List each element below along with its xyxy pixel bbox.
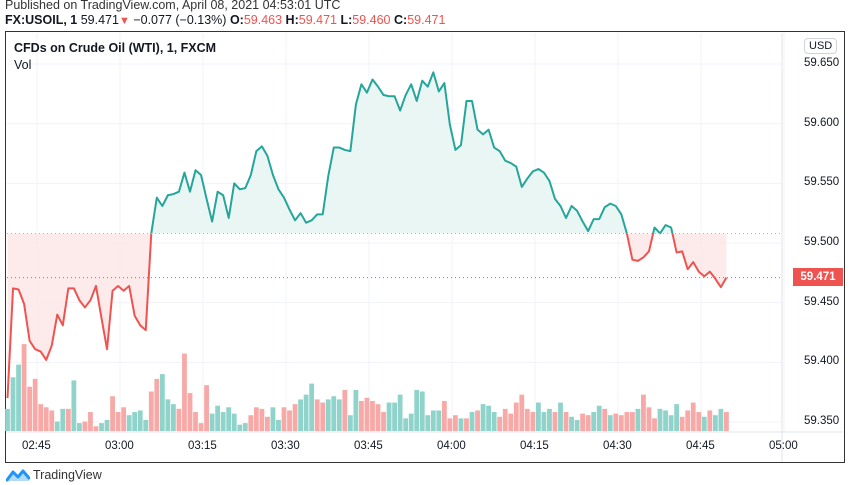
time-tick: 03:30: [271, 440, 300, 452]
time-tick: 04:15: [520, 440, 549, 452]
close-label: C:: [394, 13, 408, 27]
time-tick: 03:45: [354, 440, 383, 452]
time-tick: 02:45: [22, 440, 51, 452]
time-tick: 03:00: [105, 440, 134, 452]
time-tick: 04:30: [603, 440, 632, 452]
time-tick: 03:15: [188, 440, 217, 452]
published-caption: Published on TradingView.com, April 08, …: [5, 0, 341, 12]
legend-volume[interactable]: Vol: [14, 58, 32, 72]
high-value: 59.471: [298, 13, 337, 27]
price-tick: 59.550: [804, 176, 840, 189]
symbol-name[interactable]: FX:USOIL, 1: [5, 13, 78, 27]
last-price: 59.471: [80, 13, 119, 27]
price-tick: 59.600: [804, 116, 840, 129]
price-change: −0.077 (−0.13%): [133, 13, 227, 27]
tradingview-brand[interactable]: TradingView: [6, 468, 102, 482]
brand-name: TradingView: [33, 468, 102, 482]
price-tick: 59.650: [804, 57, 840, 69]
time-tick: 04:00: [437, 440, 466, 452]
low-value: 59.460: [352, 13, 391, 27]
price-tick: 59.450: [804, 295, 840, 308]
currency-badge[interactable]: USD: [804, 38, 838, 54]
symbol-info-bar: FX:USOIL, 1 59.471▼ −0.077 (−0.13%) O:59…: [5, 13, 445, 27]
triangle-down-icon: ▼: [118, 15, 130, 27]
price-tick: 59.500: [804, 235, 840, 248]
time-tick: 05:00: [769, 440, 798, 452]
time-tick: 04:45: [686, 440, 715, 452]
tradingview-logo-icon: [6, 469, 30, 482]
legend-title[interactable]: CFDs on Crude Oil (WTI), 1, FXCM: [14, 41, 217, 55]
open-value: 59.463: [243, 13, 283, 27]
open-label: O:: [229, 13, 244, 27]
price-tick: 59.400: [804, 355, 840, 368]
close-value: 59.471: [407, 13, 446, 27]
low-label: L:: [340, 13, 353, 27]
price-tick: 59.350: [804, 414, 840, 427]
last-price-label: 59.471: [793, 268, 843, 286]
high-label: H:: [285, 13, 299, 27]
chart-frame: [5, 31, 845, 463]
